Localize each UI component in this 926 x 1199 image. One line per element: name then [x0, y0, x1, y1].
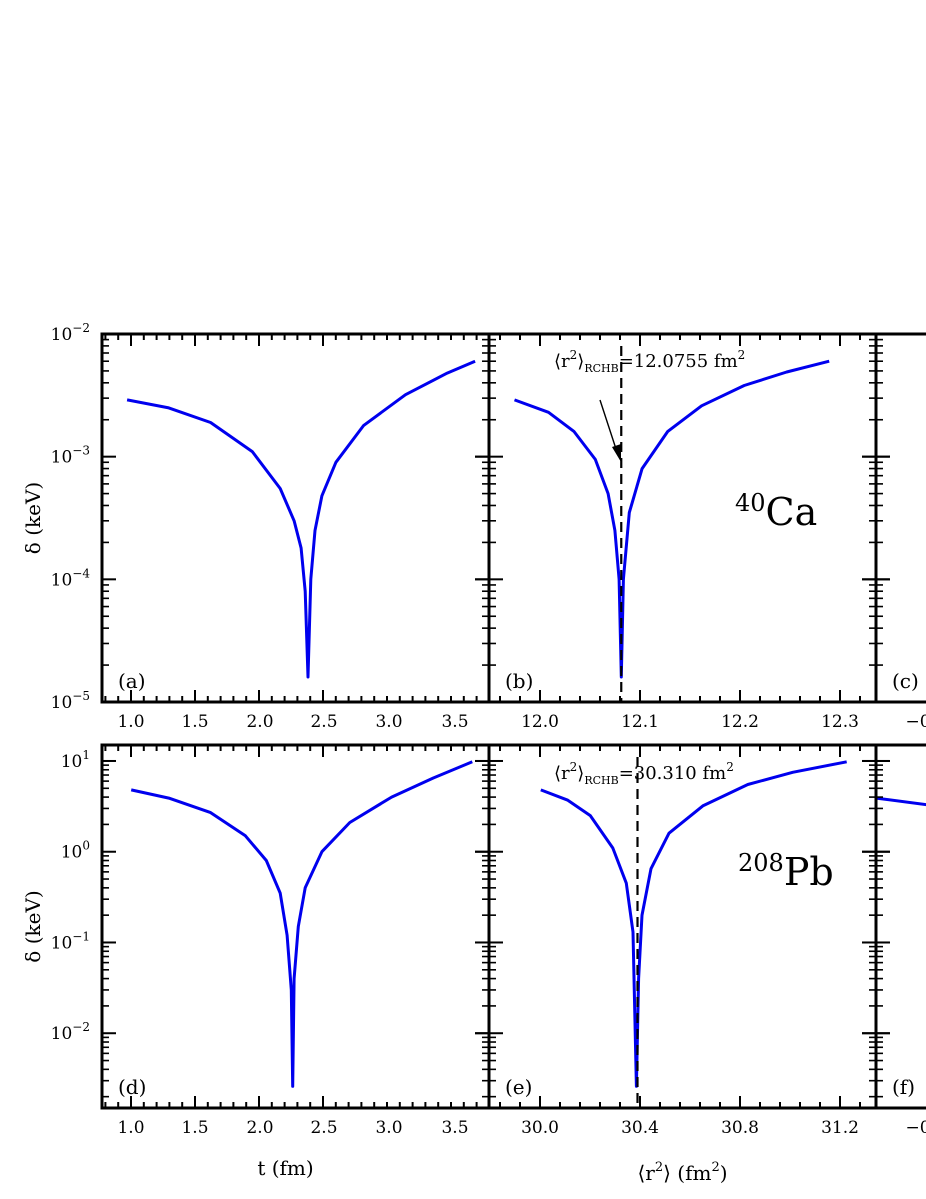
panel-d-y-tick-label: 100 — [61, 839, 90, 863]
panel-a-x-tick-label: 1.5 — [181, 712, 208, 732]
panel-d-x-tick-label: 3.5 — [441, 1118, 468, 1138]
panel-d-x-tick-label: 2.5 — [310, 1118, 337, 1138]
panel-a-y-tick-label: 10−5 — [51, 689, 90, 713]
panel-a-y-tick-label: 10−3 — [51, 444, 90, 468]
panel-a-x-tick-label: 3.0 — [375, 712, 402, 732]
panel-d-series-line — [130, 760, 473, 1088]
panel-b-x-tick-label: 12.3 — [821, 712, 859, 732]
panel-c-label: (c) — [892, 669, 919, 693]
panel-f-frame — [874, 743, 926, 1110]
panel-e-annotation: ⟨r2⟩RCHB=30.310 fm2 — [554, 760, 734, 787]
panel-e-x-tick-label: 30.8 — [721, 1118, 759, 1138]
panel-c-frame — [874, 332, 926, 704]
panel-b-series-line — [513, 359, 830, 679]
panel-e-series-line — [540, 760, 847, 1088]
panel-d-x-tick-label: 1.0 — [117, 1118, 144, 1138]
panel-f-x-tick-label: −0 — [905, 1118, 926, 1138]
panel-f-label: (f) — [892, 1075, 915, 1099]
panel-d-x-tick-label: 1.5 — [181, 1118, 208, 1138]
panel-a-x-tick-label: 2.5 — [310, 712, 337, 732]
panel-a-x-tick-label: 3.5 — [441, 712, 468, 732]
panel-d-y-axis-title: δ (keV) — [21, 890, 45, 962]
panel-e-frame — [487, 743, 878, 1110]
panel-b-annotation-arrow — [599, 399, 618, 453]
panel-f-series-line — [876, 796, 926, 807]
panel-b-nucleus-label: 40Ca — [735, 489, 817, 534]
panel-d-x-axis-title: t (fm) — [257, 1156, 313, 1180]
panel-d-x-tick-label: 2.0 — [246, 1118, 273, 1138]
panel-d-frame — [100, 743, 491, 1110]
panel-b-x-tick-label: 12.2 — [721, 712, 759, 732]
panel-a-y-axis-title: δ (keV) — [21, 482, 45, 554]
panel-b-x-tick-label: 12.0 — [521, 712, 559, 732]
panel-b-annotation-arrowhead — [612, 444, 621, 462]
panel-d-y-tick-label: 101 — [61, 748, 90, 772]
panel-b-label: (b) — [505, 669, 533, 693]
panel-a-series-line — [126, 359, 476, 679]
panel-a-frame — [100, 332, 491, 704]
panel-a-y-tick-label: 10−4 — [51, 566, 91, 590]
panel-d-y-tick-label: 10−2 — [51, 1020, 90, 1044]
panel-e-nucleus-label: 208Pb — [738, 849, 834, 894]
panel-e-x-axis-title: ⟨r2⟩ (fm2) — [637, 1160, 727, 1185]
panel-d-y-tick-label: 10−1 — [51, 929, 90, 953]
panel-d-x-tick-label: 3.0 — [375, 1118, 402, 1138]
panel-e-x-tick-label: 31.2 — [821, 1118, 859, 1138]
panel-a-y-tick-label: 10−2 — [51, 321, 90, 345]
panel-a-x-tick-label: 1.0 — [117, 712, 144, 732]
panel-b-annotation: ⟨r2⟩RCHB=12.0755 fm2 — [554, 348, 745, 375]
panel-b-x-tick-label: 12.1 — [621, 712, 659, 732]
panel-c-x-tick-label: −0 — [905, 712, 926, 732]
panel-a-x-tick-label: 2.0 — [246, 712, 273, 732]
panel-e-x-tick-label: 30.4 — [621, 1118, 659, 1138]
panel-a-label: (a) — [118, 669, 146, 693]
panel-e-label: (e) — [505, 1075, 532, 1099]
panel-d-label: (d) — [118, 1075, 146, 1099]
panel-b-frame — [487, 332, 878, 704]
panel-e-x-tick-label: 30.0 — [521, 1118, 559, 1138]
